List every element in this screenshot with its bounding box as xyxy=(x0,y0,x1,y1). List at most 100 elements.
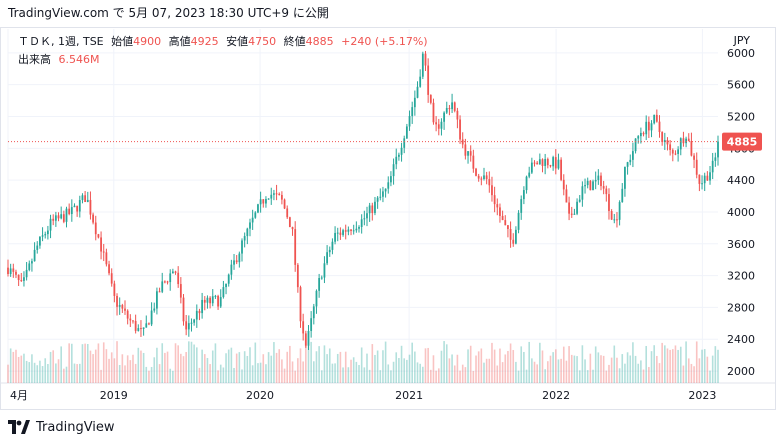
candle-body xyxy=(424,53,427,66)
volume-bar xyxy=(278,349,281,383)
volume-bar xyxy=(432,355,435,383)
volume-bar xyxy=(193,344,195,383)
volume-bar xyxy=(368,369,371,383)
volume-bar xyxy=(116,341,118,383)
volume-bar xyxy=(605,370,608,383)
candle-body xyxy=(687,138,690,142)
volume-bar xyxy=(352,357,355,383)
volume-bar xyxy=(150,366,153,383)
candle-body xyxy=(201,299,204,314)
y-tick-label: 5600 xyxy=(727,79,755,92)
volume-bar xyxy=(140,350,142,383)
candle-body xyxy=(140,328,142,330)
candle-body xyxy=(102,251,105,253)
current-price-tag xyxy=(722,132,762,151)
volume-bar xyxy=(459,370,461,383)
volume-bar xyxy=(113,358,116,383)
candle-body xyxy=(634,138,637,152)
volume-bar xyxy=(71,343,73,383)
candle-body xyxy=(413,97,416,108)
candle-body xyxy=(46,230,49,235)
candle-body xyxy=(283,199,286,209)
candle-body xyxy=(488,179,491,186)
chart-area[interactable]: 2000240028003200360040004400480052005600… xyxy=(0,27,776,410)
candle-body xyxy=(179,284,182,298)
y-tick-label: 5200 xyxy=(727,111,755,124)
candle-body xyxy=(586,180,589,186)
candle-body xyxy=(265,199,267,204)
volume-bar xyxy=(698,358,701,383)
volume-bar xyxy=(400,345,403,383)
volume-bar xyxy=(416,362,419,383)
volume-bar xyxy=(677,349,679,383)
volume-bar xyxy=(180,353,182,383)
candle-body xyxy=(546,159,549,166)
volume-bar xyxy=(190,341,193,383)
candle-body xyxy=(203,299,206,303)
candle-body xyxy=(145,323,148,328)
volume-bar xyxy=(241,369,243,383)
candle-body xyxy=(25,269,28,278)
candle-body xyxy=(472,155,475,169)
volume-bar xyxy=(531,358,533,383)
candle-body xyxy=(475,168,477,176)
candle-body xyxy=(621,188,624,203)
candle-body xyxy=(602,186,605,189)
volume-bar xyxy=(398,358,400,383)
candle-body xyxy=(267,198,270,200)
legend-low-label: 安値 xyxy=(226,35,249,48)
volume-bar xyxy=(344,351,347,383)
candle-body xyxy=(73,205,76,208)
candle-body xyxy=(549,165,552,167)
volume-bar xyxy=(469,345,472,383)
candle-body xyxy=(613,219,616,221)
candle-body xyxy=(129,318,132,321)
candle-body xyxy=(222,287,225,298)
candle-body xyxy=(491,185,493,196)
volume-bar xyxy=(326,354,328,383)
volume-bar xyxy=(576,356,578,383)
x-tick-label: 4月 xyxy=(10,389,28,402)
volume-bar xyxy=(547,361,549,383)
candle-body xyxy=(12,268,15,272)
volume-bar xyxy=(475,355,477,383)
volume-bar xyxy=(597,352,600,383)
volume-bar xyxy=(509,343,512,383)
candle-body xyxy=(443,112,446,122)
volume-bar xyxy=(230,347,233,383)
volume-bar xyxy=(283,368,286,383)
candle-body xyxy=(52,218,55,221)
legend-close-label: 終値 xyxy=(283,35,306,48)
volume-bar xyxy=(682,365,685,383)
volume-bar xyxy=(480,348,483,383)
candle-body xyxy=(584,185,586,187)
volume-bar xyxy=(382,350,384,383)
candle-body xyxy=(350,229,352,232)
candle-body xyxy=(366,213,368,219)
candle-body xyxy=(150,310,153,325)
candle-body xyxy=(339,232,342,235)
candle-body xyxy=(573,213,576,215)
candle-body xyxy=(352,230,355,232)
candle-body xyxy=(597,175,600,181)
volume-bar xyxy=(549,355,552,383)
candle-body xyxy=(568,202,570,214)
candle-body xyxy=(286,208,289,218)
candle-body xyxy=(33,249,36,262)
volume-bar xyxy=(501,362,504,383)
candle-body xyxy=(592,181,594,191)
candle-body xyxy=(206,297,209,303)
candlestick-chart[interactable]: 2000240028003200360040004400480052005600… xyxy=(0,27,776,410)
volume-bar xyxy=(166,351,169,383)
volume-bar xyxy=(350,359,352,383)
current-price-label: 4885 xyxy=(727,136,758,149)
volume-bar xyxy=(315,351,318,383)
volume-bar xyxy=(445,344,448,383)
volume-bar xyxy=(201,349,203,383)
candle-body xyxy=(594,180,597,182)
candle-body xyxy=(243,236,246,241)
volume-bar xyxy=(148,370,150,383)
candle-body xyxy=(525,176,528,191)
candle-body xyxy=(371,205,374,214)
volume-bar xyxy=(565,360,568,383)
